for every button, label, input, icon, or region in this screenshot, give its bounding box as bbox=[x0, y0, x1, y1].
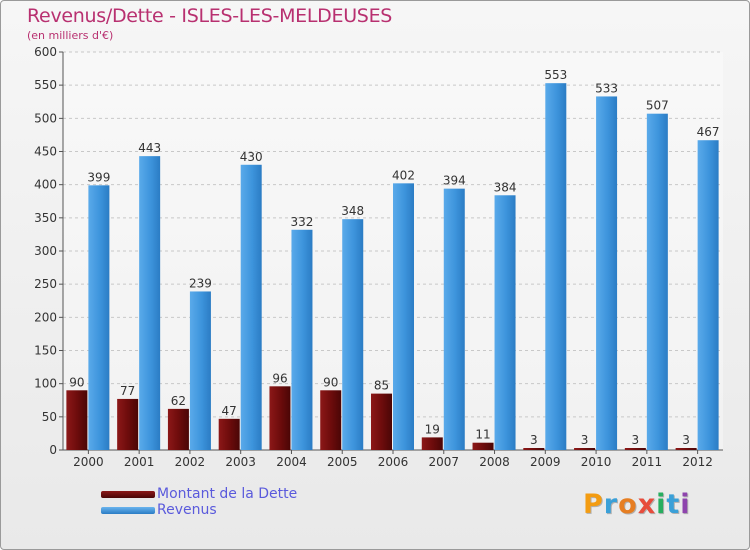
bar-dette bbox=[320, 390, 342, 450]
y-tick-label: 200 bbox=[34, 310, 57, 324]
data-label-revenus: 384 bbox=[494, 180, 517, 194]
data-label-revenus: 332 bbox=[291, 215, 314, 229]
data-label-dette: 11 bbox=[475, 428, 490, 442]
legend-swatch-revenus bbox=[101, 507, 155, 514]
y-tick-label: 500 bbox=[34, 111, 57, 125]
chart-subtitle: (en milliers d'€) bbox=[27, 29, 114, 42]
bar-revenus bbox=[88, 185, 110, 450]
x-tick-label: 2008 bbox=[479, 455, 510, 469]
legend-label-revenus: Revenus bbox=[157, 502, 217, 518]
y-tick-label: 150 bbox=[34, 344, 57, 358]
y-tick-label: 0 bbox=[49, 443, 57, 457]
data-label-dette: 96 bbox=[272, 371, 287, 385]
bar-dette bbox=[167, 408, 189, 450]
x-tick-label: 2003 bbox=[225, 455, 256, 469]
data-label-dette: 3 bbox=[682, 433, 690, 447]
bar-dette bbox=[472, 442, 494, 450]
data-label-revenus: 394 bbox=[443, 174, 466, 188]
data-label-revenus: 553 bbox=[544, 68, 567, 82]
data-label-revenus: 399 bbox=[87, 170, 110, 184]
bar-dette bbox=[371, 393, 392, 450]
data-label-revenus: 533 bbox=[595, 81, 618, 95]
y-tick-label: 400 bbox=[34, 178, 57, 192]
y-tick-label: 50 bbox=[42, 410, 57, 424]
bar-dette bbox=[675, 448, 697, 450]
x-tick-label: 2001 bbox=[124, 455, 155, 469]
bar-revenus bbox=[596, 96, 618, 451]
bar-revenus bbox=[139, 156, 161, 451]
bar-revenus bbox=[545, 83, 567, 450]
bar-dette bbox=[574, 448, 596, 450]
y-tick-label: 350 bbox=[34, 211, 57, 225]
data-label-revenus: 467 bbox=[697, 125, 720, 139]
bar-revenus bbox=[291, 229, 313, 450]
data-label-dette: 90 bbox=[323, 375, 338, 389]
x-tick-label: 2011 bbox=[632, 455, 663, 469]
data-label-dette: 77 bbox=[120, 384, 135, 398]
bars bbox=[66, 83, 719, 451]
bar-revenus bbox=[494, 195, 516, 450]
y-tick-label: 600 bbox=[34, 45, 57, 59]
data-label-revenus: 348 bbox=[341, 204, 364, 218]
data-labels: 90 399 77 443 62 239 47 430 96 332 90 348 85 402 19 394… bbox=[69, 68, 719, 447]
data-label-revenus: 239 bbox=[189, 276, 212, 290]
data-label-dette: 47 bbox=[222, 404, 237, 418]
x-tick-label: 2012 bbox=[682, 455, 713, 469]
x-tick-label: 2004 bbox=[276, 455, 307, 469]
x-tick-label: 2010 bbox=[581, 455, 612, 469]
x-tick-label: 2005 bbox=[327, 455, 358, 469]
bar-dette bbox=[66, 390, 88, 450]
data-label-dette: 62 bbox=[171, 394, 186, 408]
bar-dette bbox=[624, 448, 646, 450]
bar-dette bbox=[523, 448, 545, 450]
data-label-dette: 90 bbox=[69, 375, 84, 389]
bar-dette bbox=[117, 398, 139, 450]
bar-revenus bbox=[342, 219, 364, 450]
data-label-dette: 3 bbox=[632, 433, 640, 447]
chart-title: Revenus/Dette - ISLES-LES-MELDEUSES bbox=[27, 5, 393, 27]
data-label-revenus: 443 bbox=[138, 141, 161, 155]
y-tick-label: 250 bbox=[34, 277, 57, 291]
data-label-dette: 3 bbox=[581, 433, 589, 447]
bar-revenus bbox=[697, 140, 719, 450]
data-label-dette: 19 bbox=[425, 422, 440, 436]
data-label-revenus: 402 bbox=[392, 168, 415, 182]
y-tick-label: 450 bbox=[34, 145, 57, 159]
y-tick-label: 300 bbox=[34, 244, 57, 258]
bar-revenus bbox=[240, 164, 262, 450]
legend-label-dette: Montant de la Dette bbox=[157, 486, 298, 502]
y-tick-label: 550 bbox=[34, 78, 57, 92]
bar-dette bbox=[269, 386, 291, 450]
bar-revenus bbox=[189, 291, 211, 450]
bar-revenus bbox=[393, 183, 414, 450]
bar-dette bbox=[218, 418, 240, 450]
data-label-revenus: 507 bbox=[646, 99, 669, 113]
proxiti-logo: Proxiti bbox=[583, 489, 691, 520]
data-label-dette: 85 bbox=[374, 379, 389, 393]
x-tick-label: 2006 bbox=[378, 455, 409, 469]
data-label-revenus: 430 bbox=[240, 150, 263, 164]
x-tick-label: 2000 bbox=[73, 455, 104, 469]
bar-dette bbox=[421, 437, 443, 450]
y-tick-label: 100 bbox=[34, 377, 57, 391]
x-tick-label: 2002 bbox=[175, 455, 206, 469]
data-label-dette: 3 bbox=[530, 433, 538, 447]
bar-revenus bbox=[646, 113, 668, 450]
legend-swatch-dette bbox=[101, 491, 155, 498]
x-tick-label: 2009 bbox=[530, 455, 561, 469]
x-tick-label: 2007 bbox=[428, 455, 459, 469]
bar-revenus bbox=[443, 188, 465, 450]
